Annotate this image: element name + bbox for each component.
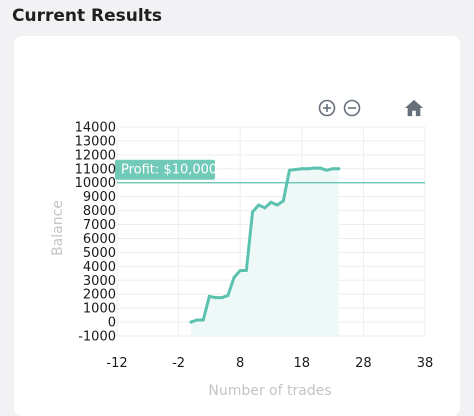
profit-annotation-label: Profit: $10,000: [121, 163, 217, 178]
x-tick-label: 8: [236, 356, 244, 371]
y-tick-label: -1000: [78, 330, 116, 345]
x-axis-title: Number of trades: [208, 383, 331, 399]
data-point: [337, 167, 341, 171]
profit-area: [190, 168, 339, 336]
y-tick-label: 13000: [75, 134, 116, 149]
data-point: [281, 199, 285, 203]
x-tick-label: -12: [106, 356, 127, 371]
chart-card: [14, 36, 460, 416]
y-tick-label: 2000: [83, 288, 116, 303]
reset-zoom-button[interactable]: [404, 98, 424, 118]
data-point: [226, 294, 230, 298]
data-point: [238, 269, 242, 273]
y-tick-label: 10000: [75, 176, 116, 191]
y-tick-label: 6000: [83, 232, 116, 247]
data-point: [324, 168, 328, 172]
zoom-out-icon: [343, 99, 361, 117]
data-point: [306, 167, 310, 171]
x-tick-label: 38: [417, 356, 434, 371]
y-tick-label: 3000: [83, 274, 116, 289]
zoom-in-icon: [318, 99, 336, 117]
data-point: [214, 296, 218, 300]
y-axis-title: Balance: [50, 200, 66, 256]
data-point: [257, 203, 261, 207]
data-point: [251, 210, 255, 214]
data-point: [195, 318, 199, 322]
data-point: [232, 275, 236, 279]
x-tick-label: -2: [172, 356, 185, 371]
profit-annotation-box: [115, 159, 215, 180]
y-tick-label: 1000: [83, 302, 116, 317]
data-point: [244, 269, 248, 273]
data-point: [312, 166, 316, 170]
y-tick-label: 11000: [75, 162, 116, 177]
y-tick-label: 5000: [83, 246, 116, 261]
data-point: [318, 166, 322, 170]
x-tick-label: 28: [355, 356, 372, 371]
profit-annotation: Profit: $10,000: [115, 159, 217, 180]
y-tick-label: 4000: [83, 260, 116, 275]
y-tick-label: 9000: [83, 190, 116, 205]
balance-chart: Profit: $10,000 -10000100020003000400050…: [50, 121, 434, 400]
data-point: [275, 203, 279, 207]
y-tick-label: 12000: [75, 148, 116, 163]
data-point: [207, 294, 211, 298]
data-point: [331, 167, 335, 171]
data-point: [189, 320, 193, 324]
data-point: [300, 167, 304, 171]
x-tick-label: 18: [294, 356, 311, 371]
data-point: [201, 318, 205, 322]
data-point: [263, 206, 267, 210]
home-icon: [404, 99, 424, 117]
data-point: [220, 296, 224, 300]
data-point: [294, 167, 298, 171]
y-tick-label: 7000: [83, 218, 116, 233]
data-point: [269, 200, 273, 204]
data-point: [287, 168, 291, 172]
zoom-in-button[interactable]: [317, 98, 337, 118]
y-tick-label: 8000: [83, 204, 116, 219]
y-tick-label: 14000: [75, 121, 116, 136]
zoom-out-button[interactable]: [342, 98, 362, 118]
y-tick-label: 0: [108, 316, 116, 331]
page-title: Current Results: [12, 6, 162, 26]
